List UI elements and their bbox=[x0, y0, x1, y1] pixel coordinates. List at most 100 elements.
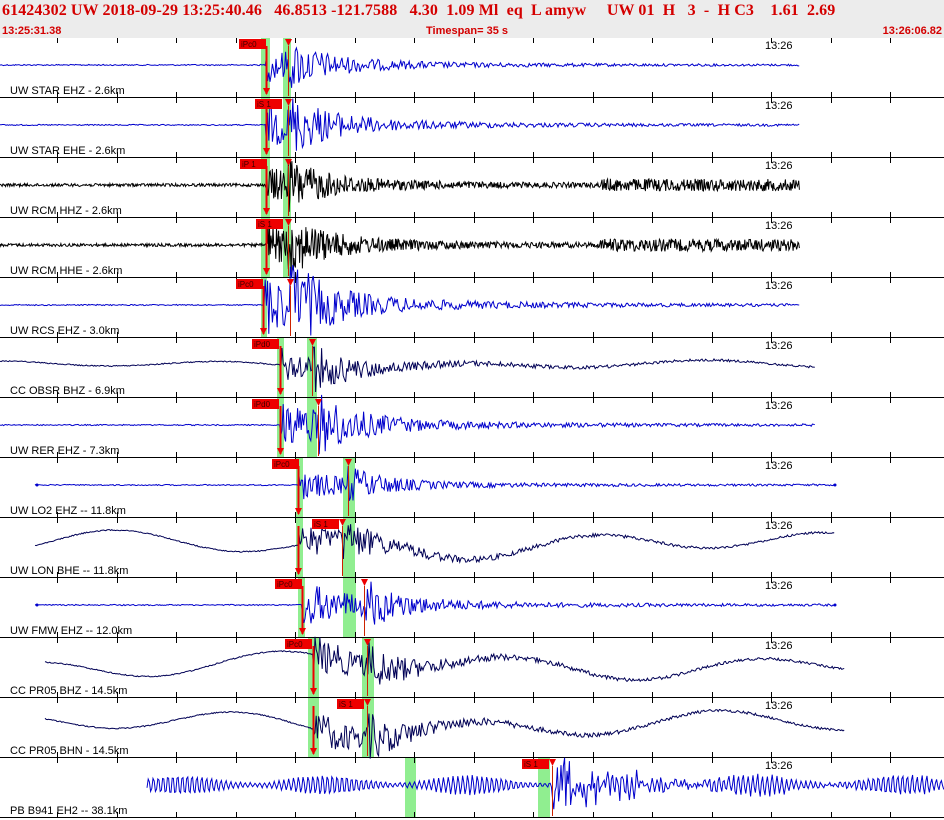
trace-endpoint bbox=[833, 483, 837, 487]
trace-time-label: 13:26 bbox=[765, 340, 793, 352]
trace-row[interactable]: iPc0 13:26 UW STAR EHZ - 2.6km bbox=[0, 38, 944, 98]
s-pick-flag[interactable]: iS 1 bbox=[255, 99, 282, 109]
pick-flag-box bbox=[275, 579, 302, 589]
pick-flag-box bbox=[272, 459, 299, 469]
waveform bbox=[34, 524, 835, 564]
pick-window bbox=[538, 758, 550, 818]
trace-row[interactable]: iPd0 13:26 CC OBSR BHZ - 6.9km bbox=[0, 338, 944, 398]
pick-marker-icon bbox=[364, 639, 371, 646]
pick-flag-box bbox=[522, 759, 549, 769]
pick-marker-icon bbox=[295, 568, 302, 575]
station-label: UW RCM HHE - 2.6km bbox=[10, 265, 122, 277]
p-pick-flag[interactable]: iP 1 bbox=[240, 159, 267, 169]
pick-flag-box bbox=[239, 39, 266, 49]
pick-marker-icon bbox=[299, 628, 306, 635]
p-pick-flag[interactable]: iPd0 bbox=[252, 399, 279, 409]
pick-marker-icon bbox=[277, 448, 284, 455]
p-pick-flag[interactable]: iPc0 bbox=[272, 459, 299, 469]
pick-marker-icon bbox=[364, 699, 371, 706]
pick-marker-icon bbox=[309, 339, 316, 346]
pick-flag-box bbox=[236, 279, 263, 289]
trace-row[interactable]: iS 1 13:26 UW LON BHE -- 11.8km bbox=[0, 518, 944, 578]
station-label: UW FMW EHZ -- 12.0km bbox=[10, 625, 132, 637]
waveform bbox=[34, 581, 835, 625]
waveform bbox=[0, 264, 800, 336]
station-label: UW STAR EHE - 2.6km bbox=[10, 145, 125, 157]
trace-time-label: 13:26 bbox=[765, 700, 793, 712]
start-time: 13:25:31.38 bbox=[2, 25, 62, 37]
event-header: 61424302 UW 2018-09-29 13:25:40.46 46.85… bbox=[0, 0, 944, 38]
trace-row[interactable]: iP 1 13:26 UW RCM HHZ - 2.6km bbox=[0, 158, 944, 218]
trace-row[interactable]: iPd0 13:26 UW RER EHZ - 7.3km bbox=[0, 394, 944, 458]
waveform bbox=[34, 465, 835, 501]
pick-window bbox=[343, 578, 356, 638]
pick-marker-icon bbox=[285, 219, 292, 226]
trace-row[interactable]: iPc0 13:26 UW LO2 EHZ -- 11.8km bbox=[0, 458, 944, 518]
station-label: UW STAR EHZ - 2.6km bbox=[10, 85, 125, 97]
pick-marker-icon bbox=[345, 459, 352, 466]
pick-flag-box bbox=[312, 519, 339, 529]
pick-marker-icon bbox=[285, 39, 292, 46]
waveform bbox=[0, 225, 800, 275]
station-label: CC PR05 BHZ - 14.5km bbox=[10, 685, 127, 697]
trace-time-label: 13:26 bbox=[765, 220, 793, 232]
trace-row[interactable]: iPc0 13:26 UW FMW EHZ -- 12.0km bbox=[0, 578, 944, 638]
waveform bbox=[44, 708, 845, 759]
pick-marker-icon bbox=[263, 88, 270, 95]
pick-flag-label: iS 1 bbox=[314, 520, 328, 529]
trace-time-label: 13:26 bbox=[765, 580, 793, 592]
trace-row[interactable]: iPc0 13:26 UW RCS EHZ - 3.0km bbox=[0, 264, 944, 338]
pick-marker-icon bbox=[361, 579, 368, 586]
trace-time-label: 13:26 bbox=[765, 460, 793, 472]
trace-endpoint bbox=[35, 483, 39, 487]
pick-marker-icon bbox=[285, 99, 292, 106]
station-label: PB B941 EH2 -- 38.1km bbox=[10, 805, 127, 817]
pick-flag-box bbox=[337, 699, 364, 709]
p-pick-flag[interactable]: iPd0 bbox=[252, 339, 279, 349]
pick-flag-box bbox=[285, 639, 312, 649]
pick-flag-label: iPc0 bbox=[238, 280, 254, 289]
pick-flag-label: iS 1 bbox=[258, 220, 272, 229]
pick-flag-label: iS 1 bbox=[257, 100, 271, 109]
p-pick-flag[interactable]: iPc0 bbox=[239, 39, 266, 49]
trace-row[interactable]: iS 1 13:26 PB B941 EH2 -- 38.1km bbox=[0, 757, 944, 818]
pick-flag-label: iPd0 bbox=[254, 400, 271, 409]
pick-marker-icon bbox=[260, 328, 267, 335]
station-label: UW RER EHZ - 7.3km bbox=[10, 445, 119, 457]
p-pick-flag[interactable]: iPc0 bbox=[275, 579, 302, 589]
trace-time-label: 13:26 bbox=[765, 520, 793, 532]
waveform bbox=[0, 394, 815, 455]
trace-row[interactable]: iS 1 13:26 UW STAR EHE - 2.6km bbox=[0, 98, 944, 158]
pick-marker-icon bbox=[263, 148, 270, 155]
s-pick-flag[interactable]: iS 1 bbox=[312, 519, 339, 529]
timespan-readout: Timespan= 35 s bbox=[426, 25, 508, 37]
pick-marker-icon bbox=[549, 759, 556, 766]
pick-flag-box bbox=[240, 159, 267, 169]
trace-time-label: 13:26 bbox=[765, 760, 793, 772]
station-label: UW RCM HHZ - 2.6km bbox=[10, 205, 122, 217]
s-pick-flag[interactable]: iS 1 bbox=[337, 699, 364, 709]
trace-row[interactable]: iPc0 13:26 CC PR05 BHZ - 14.5km bbox=[0, 636, 944, 698]
p-pick-flag[interactable]: iPc0 bbox=[285, 639, 312, 649]
timespan-value: 35 s bbox=[486, 25, 509, 37]
pick-flag-label: iPc0 bbox=[241, 40, 257, 49]
s-pick-flag[interactable]: iS 1 bbox=[256, 219, 283, 229]
pick-marker-icon bbox=[263, 268, 270, 275]
pick-marker-icon bbox=[287, 279, 294, 286]
pick-marker-icon bbox=[263, 208, 270, 215]
pick-window bbox=[405, 758, 416, 818]
trace-row[interactable]: iS 1 13:26 CC PR05 BHN - 14.5km bbox=[0, 698, 944, 759]
waveform bbox=[146, 757, 944, 810]
pick-flag-label: iS 1 bbox=[524, 760, 538, 769]
p-pick-flag[interactable]: iPc0 bbox=[236, 279, 263, 289]
station-label: CC PR05 BHN - 14.5km bbox=[10, 745, 129, 757]
station-label: UW LON BHE -- 11.8km bbox=[10, 565, 128, 577]
pick-window bbox=[343, 518, 355, 578]
trace-row[interactable]: iS 1 13:26 UW RCM HHE - 2.6km bbox=[0, 218, 944, 278]
waveform bbox=[0, 46, 800, 88]
seismogram-panel[interactable]: iPc0 13:26 UW STAR EHZ - 2.6km iS 1 13:26 UW … bbox=[0, 38, 944, 820]
pick-marker-icon bbox=[285, 159, 292, 166]
trace-endpoint bbox=[833, 603, 837, 607]
s-pick-flag[interactable]: iS 1 bbox=[522, 759, 549, 769]
waveform bbox=[0, 159, 800, 212]
